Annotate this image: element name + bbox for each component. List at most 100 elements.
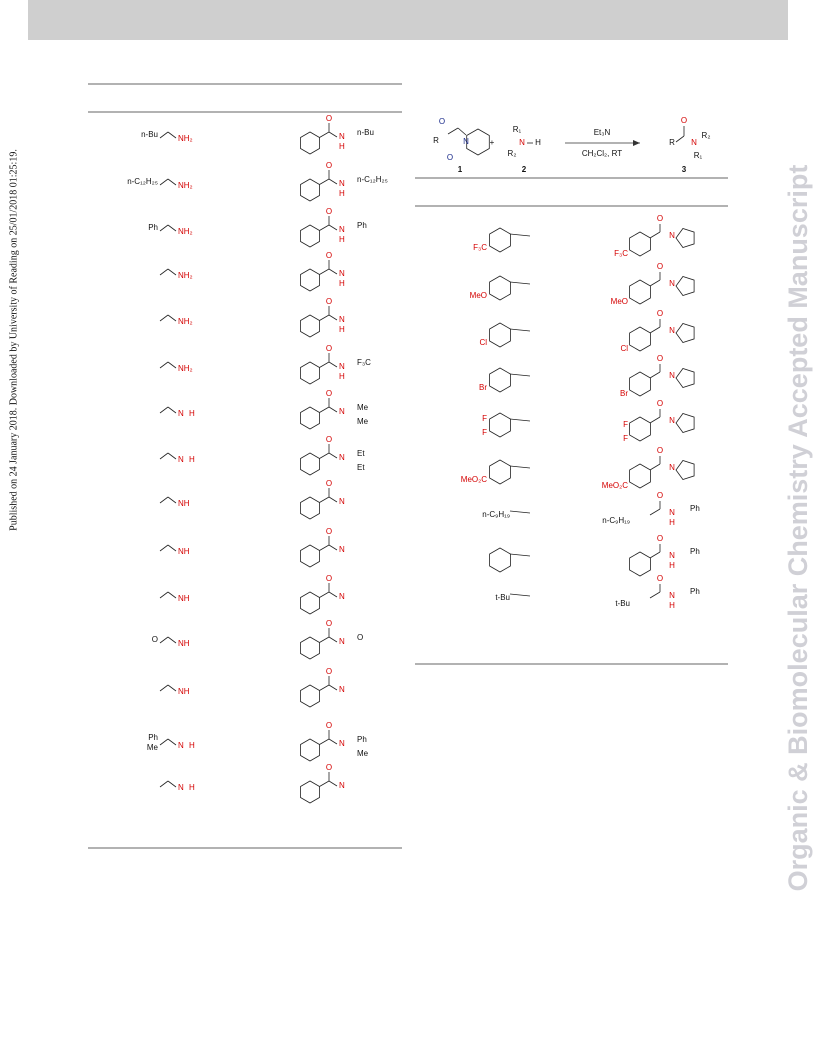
label: Cl (620, 344, 628, 353)
bond (328, 636, 338, 643)
label: Ph (148, 733, 158, 742)
ring (675, 368, 695, 388)
label: O (439, 117, 445, 126)
label: N (339, 269, 345, 278)
bond (447, 127, 459, 135)
label: H (189, 741, 195, 750)
ring (300, 738, 320, 762)
label: R₂ (702, 131, 711, 140)
label: N (669, 279, 675, 288)
bond (319, 224, 330, 231)
bond (509, 465, 531, 469)
bond (167, 738, 177, 746)
bond (167, 268, 177, 276)
ring (629, 416, 651, 442)
ring (489, 227, 511, 253)
label: N (669, 371, 675, 380)
bond (649, 551, 661, 559)
label: Ph (690, 587, 700, 596)
bond (328, 406, 338, 413)
label: N (669, 463, 675, 472)
label: F (623, 434, 628, 443)
bond (319, 361, 330, 368)
bond (328, 361, 338, 368)
bond (159, 452, 169, 460)
label: O (447, 153, 453, 162)
bond (328, 544, 338, 551)
bond (159, 406, 169, 414)
bond (328, 684, 338, 691)
label: Et (357, 463, 365, 472)
label: N (339, 545, 345, 554)
label: O (326, 389, 332, 398)
label: CH₂Cl₂, RT (582, 149, 622, 158)
label: n-C₉H₁₉ (482, 510, 510, 519)
label: N (339, 315, 345, 324)
label: Br (620, 389, 628, 398)
ring (300, 684, 320, 708)
label: N (669, 508, 675, 517)
label: F₃C (473, 243, 487, 252)
bond (159, 591, 169, 599)
bond (167, 178, 177, 186)
bond (319, 636, 330, 643)
label: NH (178, 639, 190, 648)
label: n-C₁₂H₂₅ (127, 177, 158, 186)
label: N (339, 453, 345, 462)
bond (159, 780, 169, 788)
bond (509, 281, 531, 285)
bond (167, 684, 177, 692)
label: Ph (357, 735, 367, 744)
bond (159, 738, 169, 746)
bond (159, 496, 169, 504)
label: NH (178, 594, 190, 603)
bond (649, 591, 661, 599)
compound-number: 1 (458, 165, 463, 174)
label: O (326, 667, 332, 676)
label: Me (357, 403, 369, 412)
label: N (691, 138, 697, 147)
label: R₁ (513, 125, 522, 134)
label: H (535, 138, 541, 147)
bond (457, 127, 467, 136)
bond (675, 135, 685, 143)
label: Me (147, 743, 159, 752)
bond (328, 452, 338, 459)
bond (509, 418, 531, 422)
label: O (326, 527, 332, 536)
bond (159, 268, 169, 276)
label: Ph (148, 223, 158, 232)
label: n-C₁₂H₂₅ (357, 175, 388, 184)
label: H (189, 783, 195, 792)
label: N (669, 416, 675, 425)
label: Cl (479, 338, 487, 347)
label: N (339, 685, 345, 694)
label: N (339, 132, 345, 141)
label: N (339, 362, 345, 371)
bond (319, 268, 330, 275)
label: F (482, 428, 487, 437)
label: n-Bu (357, 128, 374, 137)
label: H (339, 189, 345, 198)
label: O (657, 491, 663, 500)
bond (509, 593, 531, 597)
label: NH₂ (178, 181, 193, 190)
label: N (339, 781, 345, 790)
bond (328, 738, 338, 745)
label: H (189, 455, 195, 464)
bond (649, 463, 661, 471)
label: H (339, 279, 345, 288)
label: N (178, 783, 184, 792)
label: N (669, 326, 675, 335)
bond (167, 780, 177, 788)
bond (167, 544, 177, 552)
bond (167, 496, 177, 504)
ring (300, 131, 320, 155)
bond (167, 591, 177, 599)
ring (300, 591, 320, 615)
bond (159, 684, 169, 692)
label: O (681, 116, 687, 125)
ring (300, 496, 320, 520)
label: N (669, 231, 675, 240)
label: NH (178, 499, 190, 508)
